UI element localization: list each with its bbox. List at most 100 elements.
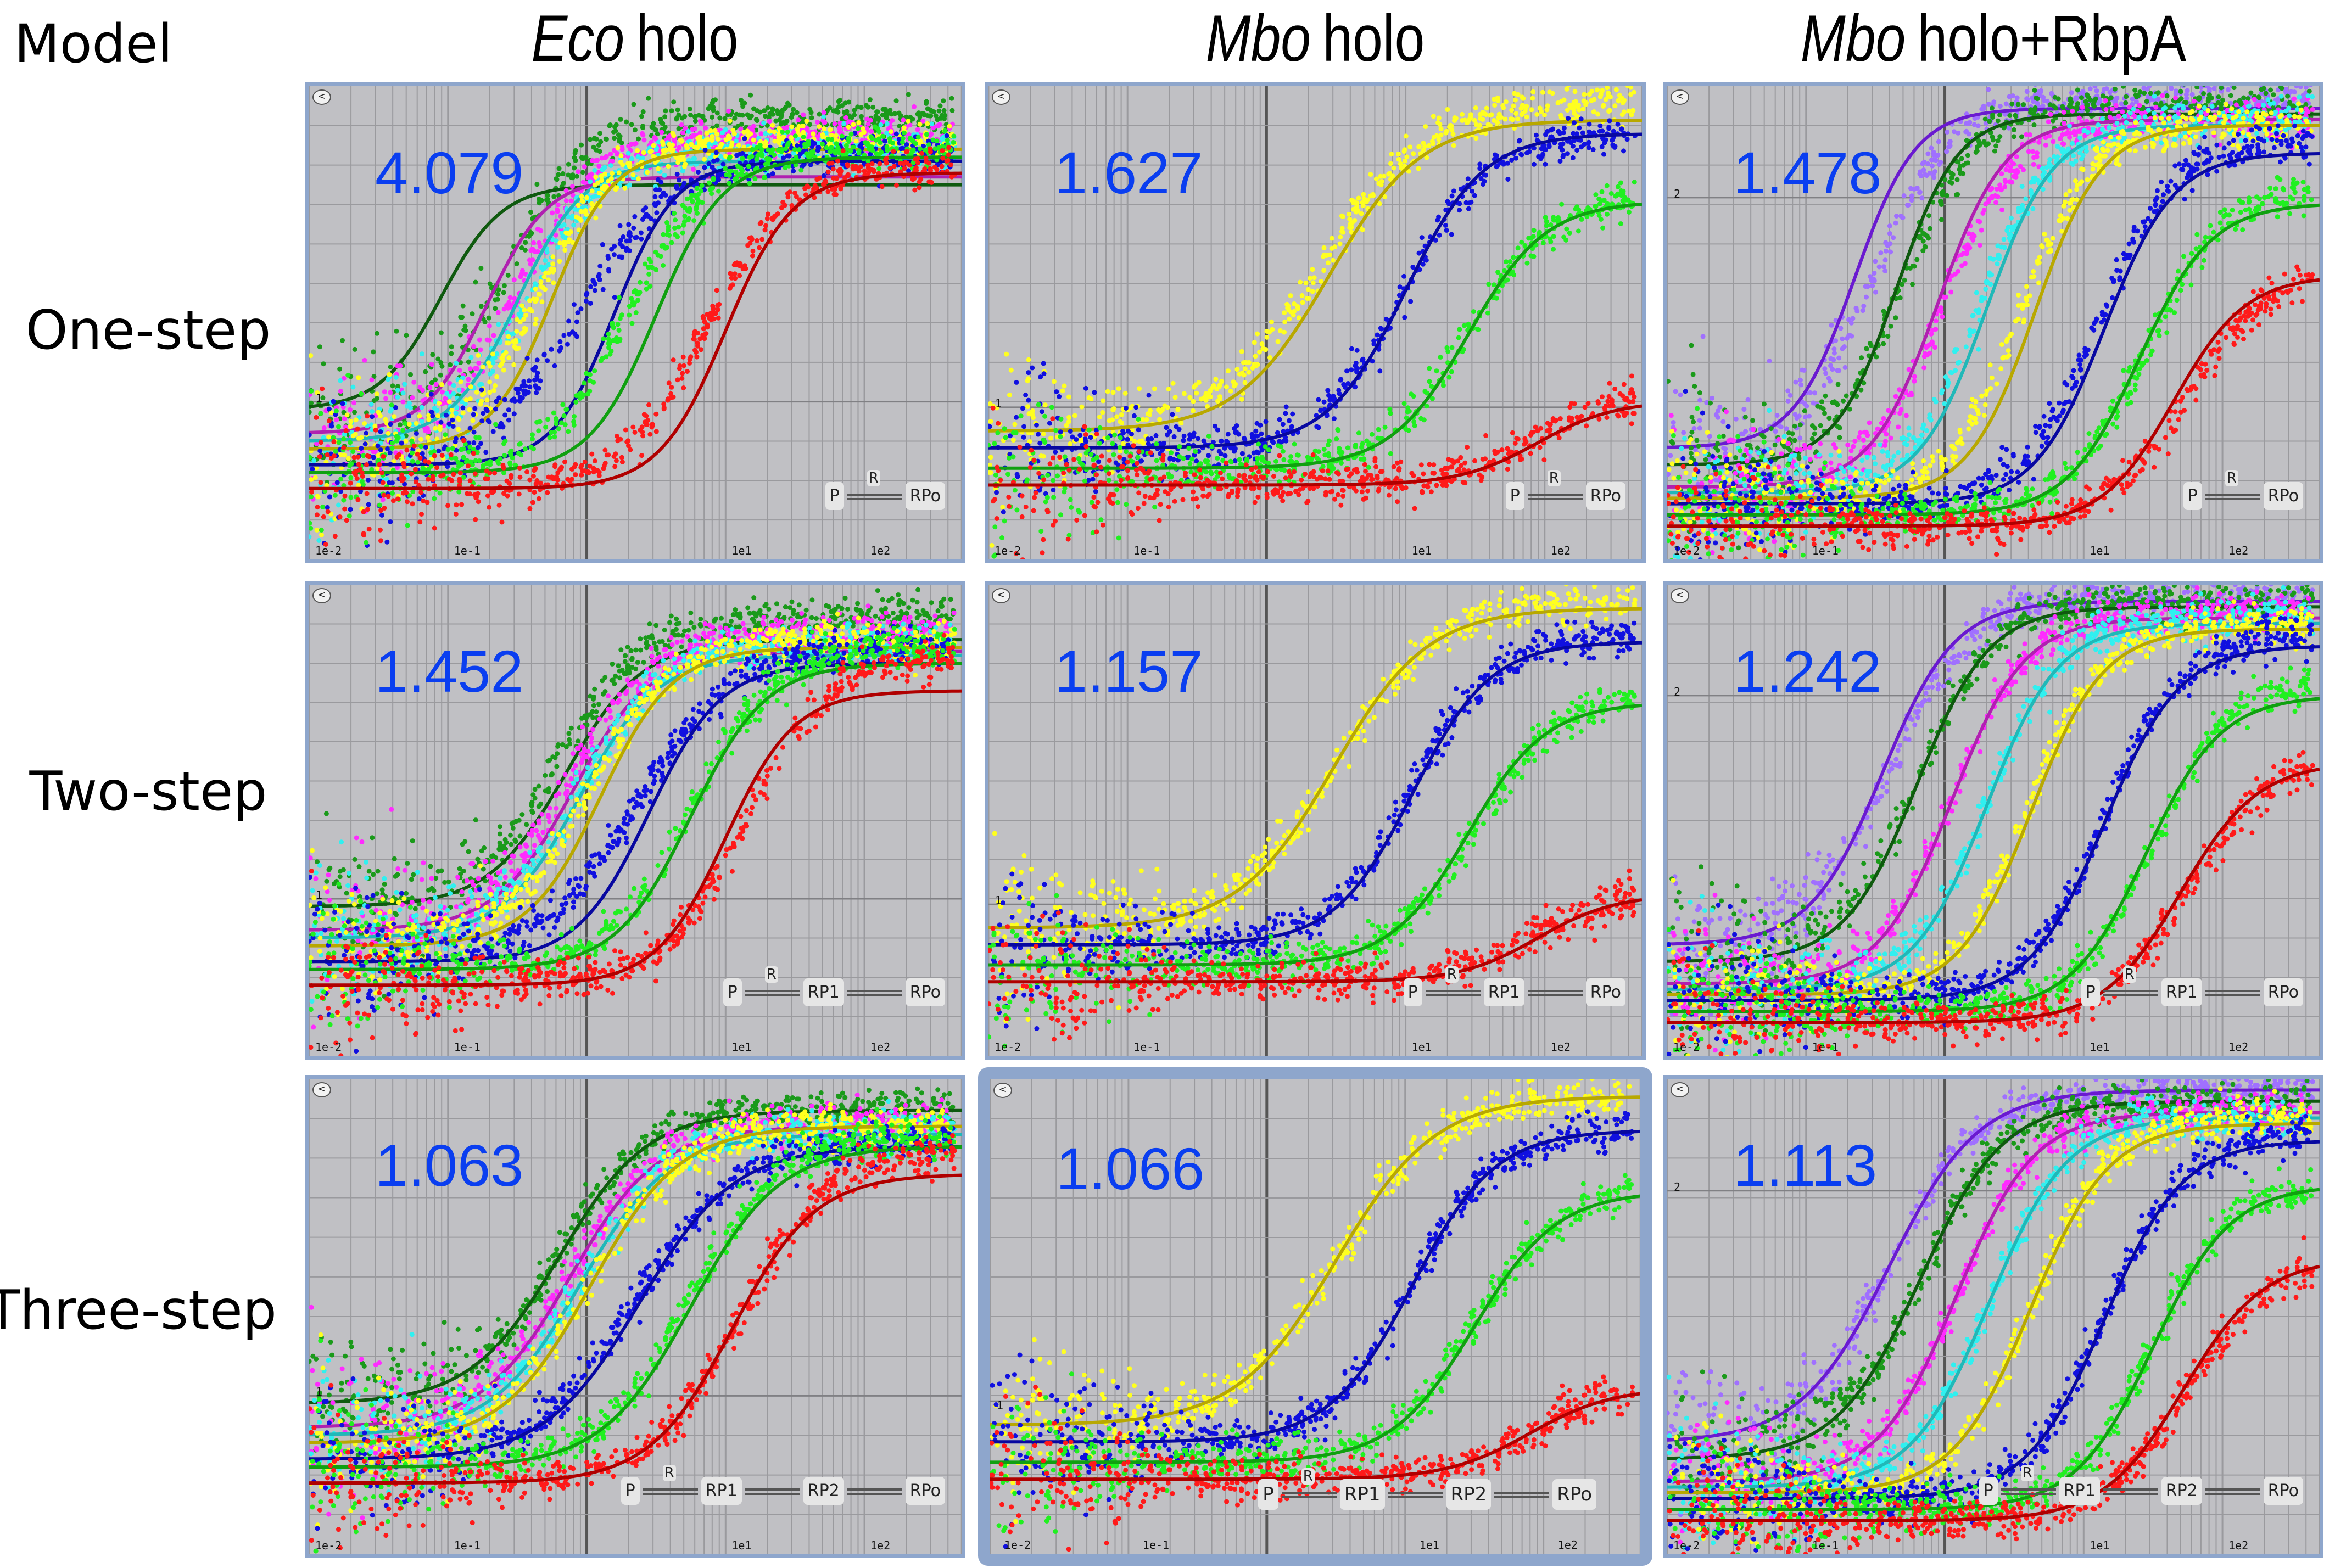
data-point: [400, 390, 406, 396]
data-point: [326, 418, 332, 423]
data-point: [371, 349, 376, 355]
data-point: [540, 285, 546, 290]
data-point: [611, 129, 616, 135]
data-point: [380, 497, 386, 502]
data-point: [675, 160, 681, 165]
data-point: [369, 377, 375, 383]
data-point: [374, 391, 379, 397]
data-point: [1100, 410, 1105, 415]
data-point: [461, 455, 466, 460]
data-point: [550, 476, 556, 481]
data-point: [354, 476, 360, 481]
data-point: [1375, 332, 1380, 338]
data-point: [762, 175, 768, 180]
data-point: [697, 119, 703, 124]
data-point: [884, 121, 890, 126]
data-point: [309, 410, 312, 415]
data-point: [490, 351, 495, 357]
data-point: [1361, 192, 1366, 197]
data-point: [1572, 120, 1577, 126]
data-point: [1083, 439, 1088, 444]
data-point: [355, 426, 360, 432]
data-point: [550, 261, 556, 267]
data-point: [624, 119, 629, 125]
data-point: [1466, 206, 1471, 211]
data-point: [1275, 339, 1281, 344]
data-point: [364, 491, 370, 496]
data-point: [1216, 449, 1222, 454]
data-point: [1498, 115, 1504, 120]
data-point: [716, 188, 721, 194]
data-point: [1484, 105, 1489, 111]
data-point: [1329, 236, 1334, 241]
data-point: [541, 351, 547, 357]
data-point: [1170, 412, 1175, 417]
data-point: [630, 172, 636, 177]
data-point: [594, 136, 599, 142]
data-point: [1269, 319, 1274, 324]
data-point: [453, 511, 459, 517]
data-point: [318, 411, 323, 416]
data-point: [1277, 417, 1282, 422]
data-point: [517, 398, 522, 404]
data-point: [373, 427, 378, 433]
data-point: [424, 425, 430, 431]
data-point: [1203, 391, 1209, 396]
data-point: [722, 116, 728, 121]
data-point: [598, 358, 604, 363]
data-point: [1524, 114, 1529, 120]
data-point: [649, 265, 655, 270]
data-point: [341, 497, 347, 503]
data-point: [610, 171, 615, 176]
data-point: [362, 357, 367, 363]
data-point: [1449, 193, 1455, 199]
data-point: [1507, 259, 1513, 264]
data-point: [720, 130, 725, 136]
data-point: [336, 440, 342, 445]
data-point: [1561, 125, 1567, 131]
data-point: [517, 386, 522, 391]
data-point: [545, 417, 551, 422]
data-point: [700, 313, 706, 319]
data-point: [794, 110, 800, 115]
data-point: [404, 333, 409, 338]
back-button[interactable]: <: [312, 89, 331, 105]
data-point: [514, 261, 519, 266]
data-point: [589, 188, 595, 194]
data-point: [663, 108, 668, 114]
data-point: [926, 179, 932, 184]
data-point: [1359, 211, 1364, 216]
data-point: [707, 187, 713, 192]
data-point: [1561, 130, 1566, 136]
data-point: [732, 115, 738, 121]
data-point: [513, 339, 519, 345]
data-point: [379, 512, 384, 518]
data-point: [472, 471, 478, 477]
data-point: [636, 176, 641, 181]
data-point: [446, 421, 452, 427]
data-point: [527, 477, 533, 483]
data-point: [355, 454, 361, 460]
reaction-scheme: P R RPo: [825, 469, 945, 510]
data-point: [1025, 378, 1030, 384]
data-point: [432, 449, 437, 454]
data-point: [1255, 362, 1260, 367]
data-point: [626, 222, 632, 227]
data-point: [1206, 433, 1211, 439]
data-point: [1048, 435, 1053, 441]
data-point: [400, 428, 406, 433]
data-point: [1316, 397, 1321, 402]
data-point: [451, 391, 456, 396]
data-point: [1026, 357, 1031, 362]
data-point: [670, 147, 675, 153]
data-point: [1255, 331, 1260, 337]
data-point: [356, 462, 361, 467]
data-point: [1516, 138, 1522, 144]
data-point: [430, 352, 435, 357]
data-point: [1600, 103, 1606, 109]
data-point: [547, 435, 552, 440]
data-point: [1001, 509, 1006, 515]
data-point: [511, 362, 517, 367]
data-point: [437, 490, 443, 496]
data-point: [1416, 144, 1422, 150]
